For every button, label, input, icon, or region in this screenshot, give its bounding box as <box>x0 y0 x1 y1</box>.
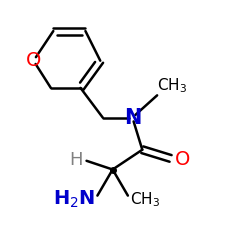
Text: O: O <box>174 150 190 169</box>
Text: H$_2$N: H$_2$N <box>53 188 95 210</box>
Text: N: N <box>124 108 141 128</box>
Text: CH$_3$: CH$_3$ <box>130 190 160 208</box>
Text: CH$_3$: CH$_3$ <box>157 77 187 95</box>
Text: H: H <box>70 150 83 168</box>
Text: O: O <box>26 51 41 70</box>
